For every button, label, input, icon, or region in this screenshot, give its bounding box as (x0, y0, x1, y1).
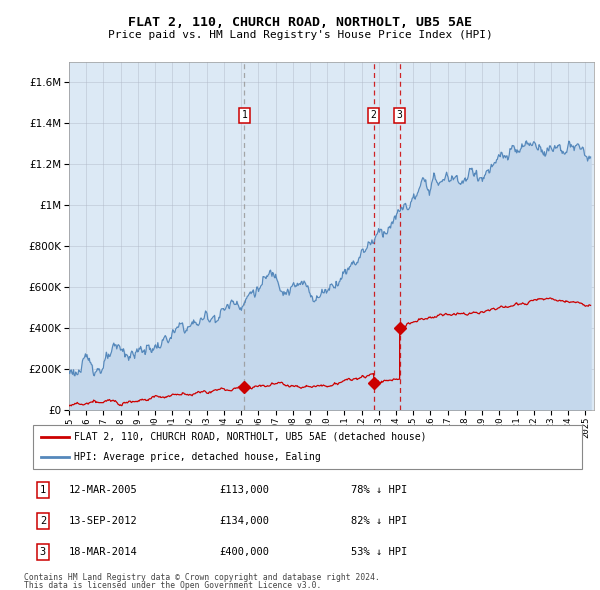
Text: This data is licensed under the Open Government Licence v3.0.: This data is licensed under the Open Gov… (24, 581, 322, 590)
Text: FLAT 2, 110, CHURCH ROAD, NORTHOLT, UB5 5AE (detached house): FLAT 2, 110, CHURCH ROAD, NORTHOLT, UB5 … (74, 432, 427, 442)
Text: 53% ↓ HPI: 53% ↓ HPI (352, 547, 407, 557)
Text: Contains HM Land Registry data © Crown copyright and database right 2024.: Contains HM Land Registry data © Crown c… (24, 572, 380, 582)
Text: £134,000: £134,000 (220, 516, 269, 526)
Text: 2: 2 (371, 110, 377, 120)
Text: 2: 2 (40, 516, 46, 526)
Text: FLAT 2, 110, CHURCH ROAD, NORTHOLT, UB5 5AE: FLAT 2, 110, CHURCH ROAD, NORTHOLT, UB5 … (128, 16, 472, 29)
Text: 3: 3 (397, 110, 403, 120)
Text: 18-MAR-2014: 18-MAR-2014 (68, 547, 137, 557)
Text: 82% ↓ HPI: 82% ↓ HPI (352, 516, 407, 526)
Text: 3: 3 (40, 547, 46, 557)
Text: £400,000: £400,000 (220, 547, 269, 557)
Text: 12-MAR-2005: 12-MAR-2005 (68, 485, 137, 495)
FancyBboxPatch shape (33, 425, 582, 469)
Text: 78% ↓ HPI: 78% ↓ HPI (352, 485, 407, 495)
Text: 1: 1 (40, 485, 46, 495)
Text: 13-SEP-2012: 13-SEP-2012 (68, 516, 137, 526)
Text: Price paid vs. HM Land Registry's House Price Index (HPI): Price paid vs. HM Land Registry's House … (107, 31, 493, 40)
Text: HPI: Average price, detached house, Ealing: HPI: Average price, detached house, Eali… (74, 452, 321, 462)
Text: 1: 1 (241, 110, 247, 120)
Text: £113,000: £113,000 (220, 485, 269, 495)
